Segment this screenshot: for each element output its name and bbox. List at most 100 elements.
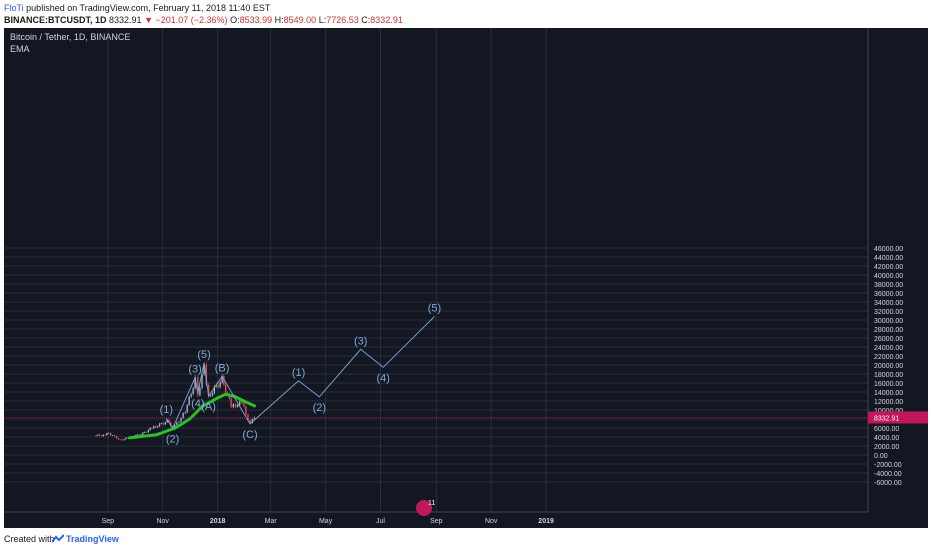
- high-value: 8549.00: [283, 15, 317, 25]
- candle-body: [180, 418, 182, 422]
- price-tick-label: 34000.00: [874, 300, 903, 307]
- candle-body: [221, 375, 223, 383]
- candle-body: [182, 413, 184, 419]
- candle-body: [162, 423, 165, 425]
- footer: Created with TradingView: [0, 528, 932, 550]
- candle-body: [197, 376, 199, 396]
- candle-body: [136, 434, 138, 436]
- candle-body: [188, 396, 190, 406]
- chart-pane[interactable]: 46000.00 44000.00 42000.00 40000.00 38000.00…: [4, 28, 928, 528]
- candle-body: [184, 412, 186, 414]
- symbol-label: BINANCE:BTCUSDT, 1D: [4, 15, 107, 25]
- candle-body: [234, 404, 237, 407]
- wave-label[interactable]: (1): [160, 404, 173, 416]
- time-tick-label: Jul: [376, 518, 385, 525]
- time-tick-label: 2018: [210, 518, 226, 525]
- price-tick-label: 14000.00: [874, 390, 903, 397]
- candle-body: [106, 433, 108, 436]
- candle-body: [178, 421, 180, 423]
- created-with-text: Created with: [4, 534, 55, 544]
- high-label: H:: [274, 15, 284, 25]
- candle-body: [223, 375, 225, 386]
- candle-body: [199, 387, 201, 396]
- news-badge[interactable]: 11: [416, 500, 435, 516]
- price-tick-label: 0.00: [874, 453, 888, 460]
- candle-body: [241, 401, 243, 404]
- price-tick-label: 30000.00: [874, 318, 903, 325]
- candle-body: [225, 385, 227, 393]
- price-tick-label: 10000.00: [874, 408, 903, 415]
- wave-label[interactable]: (3): [354, 335, 367, 347]
- candle-body: [249, 420, 251, 424]
- time-tick-label: Nov: [485, 518, 498, 525]
- wave-label[interactable]: (2): [166, 433, 179, 445]
- candle-body: [253, 417, 256, 420]
- candle-body: [102, 434, 104, 437]
- candle-series: [95, 362, 256, 441]
- price-tick-label: 12000.00: [874, 399, 903, 406]
- candle-body: [215, 385, 218, 387]
- candle-body: [104, 434, 106, 436]
- candle-body: [123, 439, 125, 441]
- last-price: 8332.91: [109, 15, 142, 25]
- last-price-line: 8332.91: [4, 411, 928, 424]
- price-tick-label: 26000.00: [874, 336, 903, 343]
- price-tick-label: -2000.00: [874, 462, 902, 469]
- wave-label[interactable]: (B): [215, 362, 230, 374]
- low-label: L:: [318, 15, 327, 25]
- candle-body: [140, 434, 142, 436]
- price-tick-label: 38000.00: [874, 282, 903, 289]
- price-chart[interactable]: 46000.00 44000.00 42000.00 40000.00 38000.00…: [4, 28, 928, 528]
- candle-body: [158, 423, 161, 427]
- price-tick-label: 46000.00: [874, 246, 903, 253]
- candle-body: [99, 434, 101, 436]
- author-link[interactable]: FloTi: [4, 3, 24, 13]
- wave-label[interactable]: (4): [191, 398, 204, 410]
- wave-label[interactable]: (2): [313, 402, 326, 414]
- candle-body: [138, 434, 140, 436]
- close-value: 8332.91: [370, 15, 403, 25]
- wave-label[interactable]: (1): [292, 367, 305, 379]
- candle-body: [113, 435, 116, 437]
- price-axis[interactable]: 46000.00 44000.00 42000.00 40000.00 38000.00…: [867, 28, 928, 528]
- wave-label[interactable]: (5): [197, 349, 210, 361]
- candle-body: [160, 423, 163, 424]
- candle-body: [164, 422, 166, 425]
- price-tick-label: 16000.00: [874, 381, 903, 388]
- candle-body: [97, 434, 99, 436]
- publish-line: FloTi published on TradingView.com, Febr…: [4, 3, 270, 13]
- ema-series: [127, 392, 256, 440]
- wave-label[interactable]: (5): [428, 302, 441, 314]
- wave-label[interactable]: (3): [188, 364, 201, 376]
- wave-label[interactable]: (C): [242, 429, 257, 441]
- wave-label[interactable]: (A): [201, 401, 216, 413]
- wave-label[interactable]: (4): [376, 372, 389, 384]
- price-tick-label: 28000.00: [874, 327, 903, 334]
- open-label: O:: [230, 15, 240, 25]
- tradingview-brand[interactable]: TradingView: [66, 534, 119, 544]
- candle-body: [108, 433, 110, 434]
- candle-body: [170, 422, 172, 427]
- candle-body: [203, 364, 205, 375]
- legend-indicator: EMA: [10, 44, 30, 54]
- candle-body: [207, 384, 210, 397]
- time-tick-label: Sep: [102, 518, 115, 525]
- candle-body: [125, 437, 127, 440]
- candle-body: [211, 393, 214, 396]
- candle-body: [213, 386, 216, 394]
- tradingview-logo-icon: [52, 534, 64, 543]
- candle-body: [192, 388, 194, 394]
- candle-body: [119, 439, 122, 441]
- wave-line[interactable]: [165, 316, 435, 430]
- candle-body: [245, 406, 247, 415]
- candle-body: [166, 419, 168, 423]
- candle-body: [115, 436, 118, 439]
- candle-body: [144, 432, 146, 433]
- candle-body: [209, 395, 212, 397]
- candle-body: [126, 437, 129, 439]
- elliott-wave-drawing[interactable]: (1) (2) (3) (4) (5) (A) (B) (C) (1) (2) (3) (4) (5): [160, 302, 442, 445]
- time-axis[interactable]: Sep Nov 2018 Mar May Jul Sep Nov 2019: [4, 511, 868, 525]
- time-tick-label: Nov: [156, 518, 169, 525]
- news-badge-icon[interactable]: [416, 500, 432, 516]
- ohlc-line: BINANCE:BTCUSDT, 1D 8332.91 ▼ −201.07 (−…: [4, 15, 403, 25]
